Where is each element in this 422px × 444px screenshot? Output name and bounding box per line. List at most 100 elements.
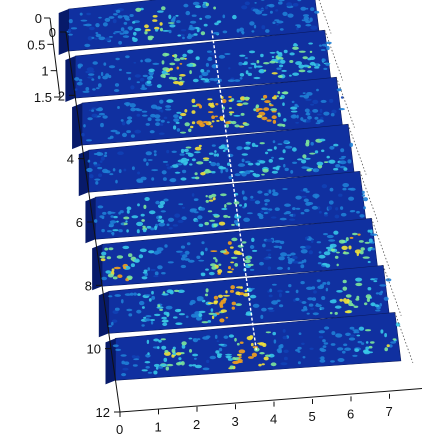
heat-speckle <box>364 349 369 352</box>
heat-speckle <box>277 52 283 58</box>
slice-side <box>92 244 103 291</box>
heat-speckle <box>120 119 124 122</box>
heat-speckle <box>262 168 269 173</box>
heat-speckle <box>173 316 178 319</box>
heat-speckle <box>216 20 221 24</box>
heat-speckle <box>238 125 245 128</box>
heat-speckle <box>247 72 252 76</box>
heat-speckle <box>323 67 328 70</box>
heat-speckle <box>279 217 287 221</box>
heat-speckle <box>180 177 187 181</box>
heat-speckle <box>329 145 335 150</box>
heat-speckle <box>167 217 175 222</box>
heat-speckle <box>91 107 97 110</box>
heat-speckle <box>239 54 246 57</box>
heat-speckle <box>220 193 227 197</box>
heat-speckle <box>321 184 328 189</box>
heat-speckle <box>81 132 85 137</box>
heat-speckle <box>153 338 160 342</box>
heat-speckle <box>341 245 348 250</box>
heat-speckle <box>308 42 313 45</box>
heat-speckle <box>221 207 228 211</box>
heat-speckle <box>133 292 137 296</box>
heat-speckle <box>209 219 216 222</box>
y-tick-label: 6 <box>76 215 83 230</box>
heat-speckle <box>120 27 125 32</box>
heat-speckle <box>283 163 286 168</box>
heat-speckle <box>153 370 158 375</box>
heat-speckle <box>275 9 279 12</box>
heat-speckle <box>198 259 205 262</box>
heat-speckle <box>150 227 155 231</box>
heat-speckle <box>328 159 336 164</box>
heat-speckle <box>312 109 319 113</box>
heat-speckle <box>286 254 292 257</box>
heat-speckle <box>258 363 262 367</box>
heat-speckle <box>95 23 100 28</box>
heat-speckle <box>117 274 123 279</box>
heat-speckle <box>305 98 312 101</box>
reference-line-layer <box>211 30 258 351</box>
heat-speckle <box>368 345 373 349</box>
heat-speckle <box>109 135 114 139</box>
heat-speckle <box>305 113 311 116</box>
heat-speckle <box>216 353 223 356</box>
heat-speckle <box>250 62 257 65</box>
slice-side <box>98 291 109 338</box>
heat-speckle <box>375 309 381 312</box>
heat-speckle <box>116 255 124 259</box>
heat-speckle <box>295 61 302 66</box>
heat-speckle <box>145 162 149 166</box>
heat-speckle <box>86 12 91 16</box>
heat-speckle <box>314 150 319 154</box>
x-axis-line <box>119 388 422 413</box>
heat-speckle <box>254 64 257 69</box>
heat-speckle <box>101 228 105 233</box>
heat-speckle <box>226 202 232 205</box>
heat-speckle <box>162 177 167 181</box>
heat-speckle <box>367 260 371 264</box>
heat-speckle <box>241 153 248 156</box>
x-tick-label: 1 <box>155 419 162 434</box>
heat-speckle <box>213 257 217 260</box>
heat-speckle <box>328 239 336 242</box>
heat-speckle <box>279 64 284 68</box>
heat-speckle <box>195 219 199 223</box>
heat-speckle <box>253 173 261 178</box>
heat-speckle <box>263 69 267 72</box>
heat-speckle <box>234 219 238 224</box>
heat-speckle <box>253 108 257 112</box>
heat-speckle <box>308 110 312 114</box>
heat-speckle <box>180 148 185 154</box>
heat-speckle <box>122 15 128 18</box>
heat-speckle <box>114 307 120 311</box>
heat-speckle <box>212 197 216 201</box>
heat-speckle <box>301 309 305 312</box>
heat-speckle <box>127 26 133 30</box>
x-tick-label: 6 <box>347 406 354 421</box>
heat-speckle <box>289 74 292 77</box>
heat-speckle <box>305 7 309 10</box>
heat-speckle <box>245 70 249 75</box>
heat-speckle <box>165 108 172 111</box>
heat-speckle <box>130 263 135 268</box>
heat-speckle <box>321 43 327 47</box>
heat-speckle <box>250 287 255 290</box>
heat-speckle <box>300 6 307 11</box>
heat-speckle <box>98 112 105 116</box>
heat-speckle <box>144 318 151 322</box>
heat-speckle <box>290 170 294 174</box>
heat-speckle <box>384 333 387 338</box>
heat-speckle <box>161 316 167 320</box>
heat-speckle <box>236 103 243 107</box>
heat-speckle <box>210 263 217 267</box>
heat-speckle <box>204 293 209 297</box>
heat-speckle <box>239 77 243 80</box>
heat-speckle <box>342 251 350 255</box>
heat-speckle <box>157 265 163 270</box>
heat-speckle <box>87 159 91 163</box>
heat-speckle <box>219 318 225 323</box>
heat-speckle <box>320 356 325 361</box>
heat-speckle <box>148 210 156 215</box>
heat-speckle <box>292 46 299 50</box>
